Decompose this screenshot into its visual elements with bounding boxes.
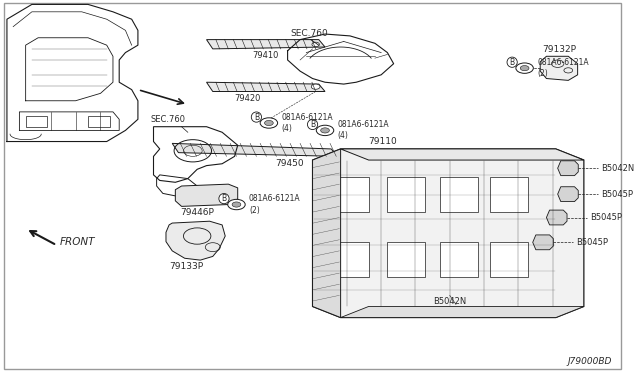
Text: B5042N: B5042N <box>433 297 467 306</box>
Circle shape <box>316 125 333 136</box>
Circle shape <box>516 63 533 73</box>
Text: 79420: 79420 <box>234 94 260 103</box>
Circle shape <box>311 84 320 89</box>
Polygon shape <box>312 149 584 318</box>
Text: 081A6-6121A
(4): 081A6-6121A (4) <box>337 121 389 141</box>
Circle shape <box>228 199 245 210</box>
Polygon shape <box>166 221 225 260</box>
Bar <box>490 241 528 277</box>
Text: 79110: 79110 <box>369 137 397 146</box>
Polygon shape <box>532 235 554 250</box>
Text: 081A6-6121A
(4): 081A6-6121A (4) <box>282 113 333 133</box>
Bar <box>88 116 110 127</box>
Text: B: B <box>509 58 515 67</box>
Polygon shape <box>340 149 584 160</box>
Text: B: B <box>221 194 227 203</box>
Bar <box>387 241 425 277</box>
Polygon shape <box>312 149 340 318</box>
Bar <box>490 177 528 212</box>
Circle shape <box>312 42 319 46</box>
Bar <box>26 116 47 127</box>
Bar <box>332 177 369 212</box>
Polygon shape <box>207 39 325 49</box>
Text: FRONT: FRONT <box>60 237 95 247</box>
Text: 79450: 79450 <box>275 159 304 168</box>
Text: B: B <box>254 113 259 122</box>
Text: B5045P: B5045P <box>577 238 609 247</box>
Circle shape <box>232 202 241 207</box>
Text: B: B <box>310 120 315 129</box>
Text: 79446P: 79446P <box>180 208 214 217</box>
Bar <box>440 241 478 277</box>
Text: 081A6-6121A
(2): 081A6-6121A (2) <box>249 195 301 215</box>
Text: B5042N: B5042N <box>602 164 635 173</box>
Polygon shape <box>340 307 584 318</box>
Text: J79000BD: J79000BD <box>568 357 612 366</box>
Polygon shape <box>557 161 579 176</box>
Polygon shape <box>207 82 325 92</box>
Circle shape <box>260 118 278 128</box>
Bar <box>440 177 478 212</box>
Circle shape <box>520 65 529 71</box>
Polygon shape <box>175 184 237 206</box>
Polygon shape <box>557 187 579 202</box>
Text: SEC.760: SEC.760 <box>291 29 328 38</box>
Text: 79132P: 79132P <box>542 45 576 54</box>
Text: 79133P: 79133P <box>169 262 204 271</box>
Bar <box>332 241 369 277</box>
Polygon shape <box>172 143 337 156</box>
Text: 79410: 79410 <box>253 51 279 61</box>
Text: B5045P: B5045P <box>590 213 622 222</box>
Text: SEC.760: SEC.760 <box>150 115 186 124</box>
Bar <box>387 177 425 212</box>
Text: B5045P: B5045P <box>602 190 634 199</box>
Circle shape <box>264 121 273 126</box>
Text: 081A6-6121A
(2): 081A6-6121A (2) <box>537 58 589 78</box>
Polygon shape <box>540 56 578 80</box>
Polygon shape <box>547 210 567 225</box>
Circle shape <box>321 128 330 133</box>
